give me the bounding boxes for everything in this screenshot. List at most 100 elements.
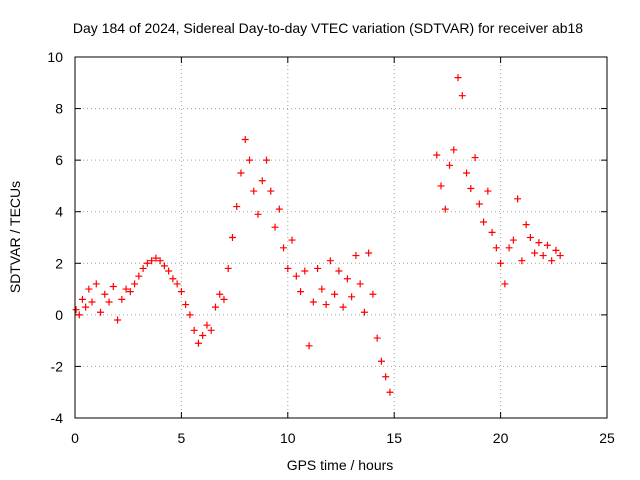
data-point [382,373,390,381]
data-point [139,264,147,272]
data-point [203,321,211,329]
x-axis-label: GPS time / hours [287,457,394,473]
data-point [488,228,496,236]
x-tick-label: 15 [386,430,402,446]
data-point [78,295,86,303]
data-point [186,311,194,319]
data-point [505,244,513,252]
y-tick-label: 6 [55,152,63,168]
data-point [514,195,522,203]
data-point [207,326,215,334]
data-point [318,285,326,293]
data-point [126,288,134,296]
data-point [309,298,317,306]
data-point [122,285,130,293]
data-point [535,239,543,247]
data-point [509,236,517,244]
data-point [484,187,492,195]
data-point [543,241,551,249]
data-point [254,210,262,218]
data-point [314,264,322,272]
data-point [377,357,385,365]
x-tick-label: 20 [493,430,509,446]
data-points [72,74,564,396]
data-point [497,259,505,267]
data-point [152,254,160,262]
data-point [228,234,236,241]
data-point [177,288,185,296]
data-point [114,316,122,324]
data-point [301,267,309,275]
data-point [216,290,224,298]
data-point [101,290,109,298]
data-point [280,244,288,252]
data-point [211,303,219,311]
data-point [92,280,100,288]
data-point [322,301,330,309]
data-point [331,290,339,298]
chart-title: Day 184 of 2024, Sidereal Day-to-day VTE… [73,20,583,36]
data-point [335,267,343,275]
data-point [556,252,564,260]
data-point [199,331,207,339]
data-point [143,259,151,267]
data-point [348,293,356,301]
data-point [548,257,556,265]
data-point [522,221,530,229]
data-point [386,388,394,396]
data-point [433,151,441,159]
data-point [343,275,351,283]
data-point [88,298,96,306]
data-point [475,200,483,208]
data-point [463,169,471,177]
data-point [169,275,177,283]
data-point [352,252,360,260]
data-point [539,252,547,260]
data-point [105,298,113,306]
data-point [194,339,202,347]
data-point [160,262,168,270]
data-point [220,295,228,303]
data-point [165,267,173,275]
data-point [305,342,313,350]
data-point [284,264,292,272]
data-point [369,290,377,298]
data-point [82,303,90,311]
data-point [75,311,83,319]
y-axis-label: SDTVAR / TECUs [7,181,23,293]
data-point [288,236,296,244]
data-point [292,272,300,280]
data-point [326,257,334,265]
data-point [250,187,258,195]
data-point [531,249,539,257]
data-point [156,257,164,265]
x-tick-label: 10 [280,430,296,446]
y-tick-label: 8 [55,101,63,117]
data-point [458,92,466,100]
data-point [441,205,449,213]
data-point [131,280,139,288]
y-tick-label: 0 [55,307,63,323]
data-point [258,177,266,185]
y-tick-label: -2 [51,358,64,374]
data-point [526,234,534,241]
data-point [182,301,190,309]
data-point [450,146,458,154]
data-point [339,303,347,311]
data-point [471,154,479,162]
grid [75,57,607,418]
y-tick-label: 2 [55,255,63,271]
data-point [297,288,305,296]
y-tick-label: 4 [55,204,63,220]
data-point [492,244,500,252]
y-tick-label: 10 [47,49,63,65]
data-point [233,203,241,211]
data-point [245,156,253,164]
data-point [275,205,283,213]
data-point [173,280,181,288]
data-point [454,74,462,82]
data-point [360,308,368,316]
data-point [263,156,271,164]
data-point [241,136,249,144]
